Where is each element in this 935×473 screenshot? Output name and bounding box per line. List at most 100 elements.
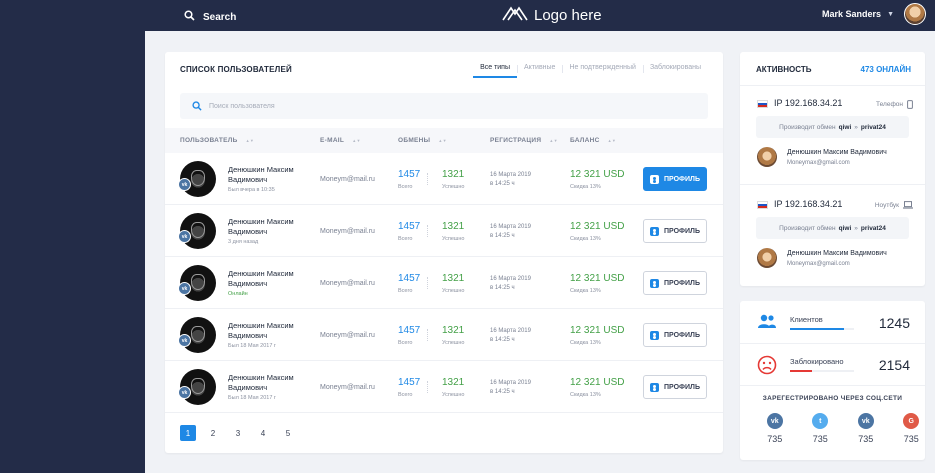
user-name[interactable]: Денюшкин Максим Вадимович [228,373,294,392]
phone-icon [907,100,913,109]
profile-button-label: ПРОФИЛЬ [663,175,700,183]
page-button[interactable]: 2 [210,428,216,438]
social-list: vk 735 t 735 vk 735 G 735 [752,413,934,444]
social-item-twitter[interactable]: t 735 [798,413,844,444]
sort-icon[interactable]: ▲▼ [607,137,617,143]
clients-count: 1245 [878,315,910,331]
vk-icon: vk [178,334,191,347]
online-count: 473 ОНЛАЙН [860,65,912,74]
user-card-icon [649,382,659,392]
user-name[interactable]: Денюшкин Максим Вадимович [228,321,294,340]
social-item-google[interactable]: G 735 [889,413,935,444]
vk-icon: vk [178,178,191,191]
gas-mask-icon [191,378,205,394]
column-header-user[interactable]: ПОЛЬЗОВАТЕЛЬ ▲▼ [180,137,254,144]
exchanges-total-label: Всего [398,184,413,190]
sort-icon[interactable]: ▲▼ [352,137,361,143]
session-user-email: Moneymax@gmail.com [787,160,850,166]
registration-date: 16 Марта 2019 [490,172,531,178]
gas-mask-icon [191,222,205,238]
avatar[interactable] [757,147,777,167]
user-name[interactable]: Денюшкин Максим Вадимович [228,217,294,236]
profile-button[interactable]: ПРОФИЛЬ [643,271,707,295]
column-header-email[interactable]: E-MAIL ▲▼ [320,137,361,144]
russia-flag-icon [757,201,768,209]
sort-icon[interactable]: ▲▼ [438,137,447,143]
exchange-arrow-icon: » [854,224,858,232]
users-icon [757,313,777,334]
divider [740,385,925,386]
exchanges-success-label: Успешно [442,184,465,190]
user-search-input[interactable] [209,102,689,110]
balance: 12 321 USD [570,169,625,180]
exchanges-success: 1321 [442,221,465,232]
last-seen: 3 дня назад [228,239,259,245]
discount: Скидка 13% [570,236,601,242]
table-row: vk Денюшкин Максим Вадимович Был 18 Мая 20… [165,309,723,361]
exchange-info: Производит обмен qiwi » privat24 [756,217,909,239]
social-item-vk[interactable]: vk 735 [752,413,798,444]
sort-icon[interactable]: ▲▼ [549,137,558,143]
profile-button[interactable]: ПРОФИЛЬ [643,167,707,191]
vk-icon: vk [857,413,874,429]
page-button[interactable]: 5 [285,428,291,438]
user-email: Moneym@mail.ru [320,332,375,339]
page-button[interactable]: 1 [180,425,196,441]
session-user-name[interactable]: Денюшкин Максим Вадимович [787,149,887,156]
logo[interactable]: Logo here [502,5,602,26]
column-label: ПОЛЬЗОВАТЕЛЬ [180,137,238,144]
column-label: ОБМЕНЫ [398,137,431,144]
column-header-registration[interactable]: РЕГИСТРАЦИЯ ▲▼ [490,137,558,144]
page-button[interactable]: 4 [260,428,266,438]
profile-button[interactable]: ПРОФИЛЬ [643,375,707,399]
page-button[interactable]: 3 [235,428,241,438]
exchanges-success-label: Успешно [442,288,465,294]
registration-time: в 14:25 ч [490,285,515,291]
tab-unconfirmed[interactable]: Не подтвержденный [562,64,642,78]
exchanges-total: 1457 [398,221,421,232]
avatar[interactable] [757,248,777,268]
clients-progress-bar [790,328,854,330]
search-icon [192,101,202,111]
exchanges-total-label: Всего [398,392,413,398]
user-email: Moneym@mail.ru [320,384,375,391]
tab-active[interactable]: Активные [517,64,562,78]
profile-button[interactable]: ПРОФИЛЬ [643,219,707,243]
users-panel-title: СПИСОК ПОЛЬЗОВАТЕЛЕЙ [180,65,292,74]
logo-text: Logo here [534,7,602,24]
tab-all-types[interactable]: Все типы [473,64,518,78]
avatar[interactable] [180,213,216,249]
divider [427,329,428,341]
session-user-name[interactable]: Денюшкин Максим Вадимович [787,250,887,257]
user-card-icon [649,226,659,236]
left-sidebar [0,0,145,473]
exchanges-total-label: Всего [398,340,413,346]
tab-blocked[interactable]: Заблокированы [642,64,708,78]
exchanges-total-label: Всего [398,288,413,294]
exchange-from: qiwi [838,224,852,232]
exchanges-success-label: Успешно [442,340,465,346]
exchanges-total: 1457 [398,273,421,284]
user-menu[interactable]: Mark Sanders ▼ [822,3,926,25]
header-search-button[interactable]: Search [184,8,236,26]
exchange-prefix: Производит обмен [779,224,836,232]
device-label: Телефон [876,101,903,108]
user-avatar[interactable] [904,3,926,25]
sort-icon[interactable]: ▲▼ [245,137,255,143]
user-name[interactable]: Денюшкин Максим Вадимович [228,269,294,288]
search-label: Search [203,11,237,23]
last-seen: Был вчера в 10:35 [228,187,275,193]
logo-mark-icon [502,5,528,26]
profile-button[interactable]: ПРОФИЛЬ [643,323,707,347]
clients-label: Клиентов [790,315,823,324]
gas-mask-icon [191,170,205,186]
divider [427,225,428,237]
user-name[interactable]: Денюшкин Максим Вадимович [228,165,294,184]
table-row: vk Денюшкин Максим Вадимович Онлайн Moneym@… [165,257,723,309]
social-item-vk[interactable]: vk 735 [843,413,889,444]
user-card-icon [649,330,659,340]
column-header-balance[interactable]: БАЛАНС ▲▼ [570,137,616,144]
column-header-exchanges[interactable]: ОБМЕНЫ ▲▼ [398,137,447,144]
divider [427,173,428,185]
exchange-to: privat24 [860,123,886,131]
